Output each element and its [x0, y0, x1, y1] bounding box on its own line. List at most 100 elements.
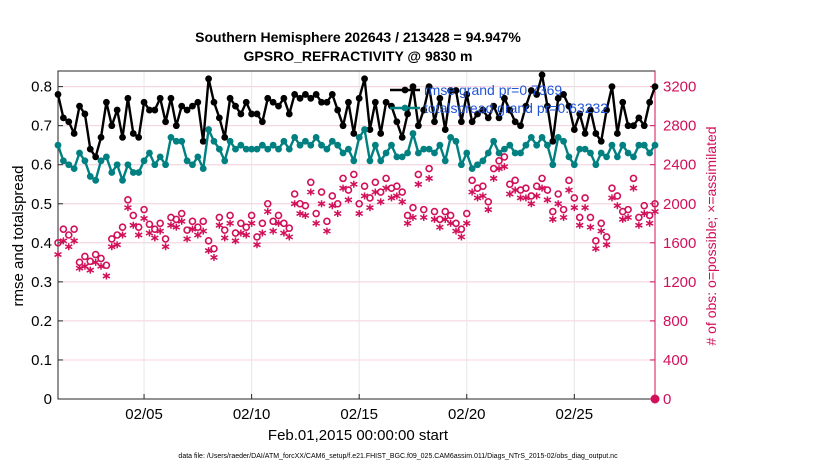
obs-possible-point	[145, 220, 154, 229]
totalspread-point	[597, 149, 605, 157]
y2-tick-label: 2400	[663, 157, 696, 174]
obs-possible-point	[274, 211, 283, 220]
totalspread-point	[156, 153, 164, 161]
rmse-point	[484, 114, 492, 122]
obs-possible-point	[570, 194, 579, 202]
rmse-series	[54, 71, 659, 161]
obs-possible-point	[393, 182, 401, 190]
totalspread-point	[59, 157, 67, 165]
obs-possible-point	[129, 211, 138, 220]
obs-assimilated-point	[436, 223, 444, 231]
legend-marker	[401, 86, 409, 94]
obs-assimilated-point	[629, 184, 638, 192]
totalspread-point	[474, 161, 481, 169]
obs-possible-point	[290, 190, 299, 198]
rmse-point	[178, 102, 186, 110]
rmse-point	[215, 114, 223, 122]
obs-assimilated-point	[473, 194, 482, 202]
totalspread-point	[221, 157, 229, 165]
obs-possible-point	[592, 237, 600, 245]
y-tick-label: 0.4	[31, 235, 52, 252]
totalspread-point	[630, 153, 637, 161]
obs-possible-point	[312, 209, 320, 218]
totalspread-point	[463, 149, 471, 157]
obs-assimilated-point	[333, 210, 342, 218]
rmse-point	[65, 118, 73, 126]
rmse-point	[172, 122, 180, 130]
totalspread-point	[425, 145, 433, 153]
obs-possible-point	[559, 205, 568, 214]
legend: rmse grand pr=0.7369 totalspread grand pr…	[390, 82, 608, 116]
totalspread-point	[409, 130, 417, 137]
obs-possible-point	[285, 224, 294, 232]
totalspread-point	[431, 149, 438, 157]
rmse-point	[328, 91, 336, 98]
rmse-point	[597, 137, 605, 145]
totalspread-point	[108, 169, 116, 176]
totalspread-point	[215, 145, 223, 153]
rmse-point	[162, 118, 169, 126]
totalspread-point	[81, 157, 89, 165]
obs-assimilated-point	[306, 188, 315, 196]
obs-assimilated-point	[258, 229, 267, 237]
obs-assimilated-point	[161, 243, 170, 251]
rmse-point	[452, 87, 460, 94]
totalspread-point	[565, 153, 573, 161]
totalspread-point	[162, 161, 169, 169]
rmse-point	[420, 106, 428, 114]
obs-assimilated-point	[457, 233, 466, 241]
obs-possible-point	[565, 176, 573, 185]
obs-possible-point	[371, 178, 380, 187]
obs-assimilated-point	[81, 262, 89, 270]
rmse-point	[59, 114, 67, 122]
totalspread-point	[296, 141, 304, 149]
totalspread-point	[167, 133, 175, 141]
rmse-point	[140, 98, 148, 106]
totalspread-point	[522, 141, 530, 149]
totalspread-point	[140, 157, 148, 165]
totalspread-point	[269, 141, 277, 149]
rmse-point	[382, 98, 390, 106]
rmse-point	[70, 130, 78, 137]
obs-possible-point	[328, 192, 337, 200]
rmse-point	[393, 118, 401, 126]
rmse-point	[635, 114, 643, 122]
obs-assimilated-point	[328, 202, 337, 210]
obs-assimilated-point	[618, 215, 627, 223]
y-tick-label: 0.3	[31, 274, 52, 291]
obs-assimilated-point	[231, 237, 240, 245]
totalspread-point	[151, 161, 159, 169]
totalspread-point	[345, 145, 352, 153]
obs-assimilated-series	[54, 163, 659, 280]
totalspread-point	[560, 137, 567, 145]
obs-assimilated-point	[452, 227, 460, 235]
totalspread-point	[226, 137, 234, 145]
obs-assimilated-point	[565, 186, 573, 194]
totalspread-point	[646, 149, 654, 157]
obs-possible-point	[113, 231, 121, 239]
obs-assimilated-point	[645, 219, 654, 227]
obs-assimilated-point	[409, 213, 417, 221]
rmse-line	[56, 73, 657, 159]
rmse-point	[318, 98, 325, 106]
rmse-point	[517, 122, 524, 130]
obs-possible-point	[199, 217, 208, 226]
obs-possible-point	[419, 205, 428, 214]
obs-assimilated-point	[140, 214, 148, 222]
obs-possible-point	[124, 196, 132, 204]
obs-possible-point	[156, 219, 164, 228]
rmse-point	[436, 94, 444, 102]
obs-possible-point	[177, 209, 186, 218]
y2-tick-label: 800	[663, 313, 688, 330]
rmse-point	[92, 153, 100, 161]
totalspread-point	[199, 165, 207, 173]
rmse-point	[248, 110, 256, 118]
obs-possible-point	[301, 201, 310, 210]
totalspread-point	[97, 157, 105, 165]
chart-subtitle: GPSRO_REFRACTIVITY @ 9830 m	[244, 48, 473, 64]
obs-possible-point	[597, 219, 606, 228]
totalspread-point	[592, 161, 600, 169]
rmse-point	[576, 110, 584, 118]
obs-possible-point	[204, 237, 213, 245]
